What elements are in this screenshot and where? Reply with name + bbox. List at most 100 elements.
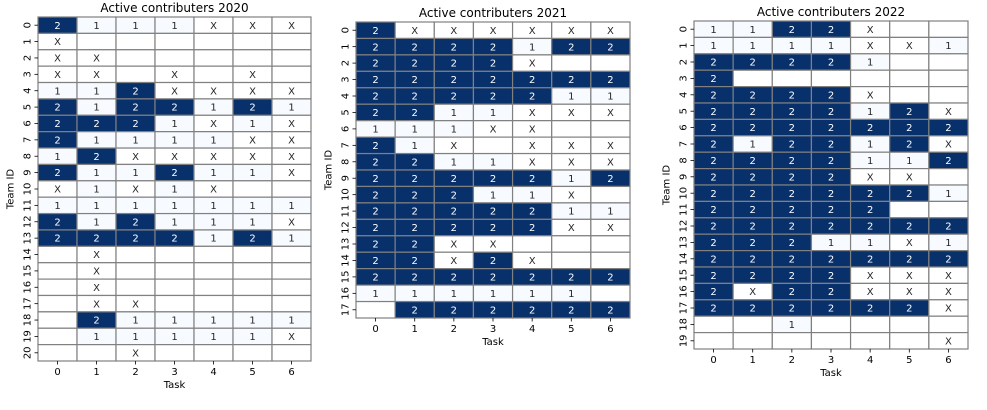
cell-label: 1 bbox=[132, 332, 138, 343]
heatmap-cell bbox=[193, 65, 234, 84]
cell-label: X bbox=[607, 108, 614, 119]
cell-label: 2 bbox=[750, 172, 756, 183]
cell-label: 2 bbox=[412, 305, 418, 316]
heatmap-cell bbox=[551, 120, 592, 138]
cell-label: 2 bbox=[607, 42, 613, 53]
cell-label: 2 bbox=[750, 90, 756, 101]
cell-label: 2 bbox=[710, 222, 716, 233]
x-tick-label: 0 bbox=[710, 355, 716, 366]
cell-label: 1 bbox=[210, 103, 216, 114]
cell-label: 2 bbox=[828, 287, 834, 298]
heatmap-cell bbox=[889, 20, 930, 38]
cell-label: 2 bbox=[750, 205, 756, 216]
cell-label: 1 bbox=[288, 201, 294, 212]
cell-label: X bbox=[210, 119, 217, 130]
cell-label: 2 bbox=[789, 238, 795, 249]
x-tick-label: 5 bbox=[906, 355, 912, 366]
cell-label: 2 bbox=[372, 75, 378, 86]
cell-label: X bbox=[906, 238, 913, 249]
cell-label: 2 bbox=[828, 271, 834, 282]
cell-label: X bbox=[93, 299, 100, 310]
heatmap-cell bbox=[889, 200, 930, 219]
y-tick-label: 8 bbox=[341, 159, 352, 165]
cell-label: 2 bbox=[412, 42, 418, 53]
cell-label: X bbox=[568, 190, 575, 201]
heatmap-cell bbox=[232, 344, 273, 362]
cell-label: X bbox=[945, 304, 952, 315]
cell-label: X bbox=[607, 141, 614, 152]
heatmap-cell bbox=[115, 32, 156, 51]
heatmap-cell bbox=[232, 278, 273, 297]
cell-label: 2 bbox=[867, 304, 873, 315]
cell-label: 2 bbox=[710, 189, 716, 200]
cell-label: 1 bbox=[750, 41, 756, 52]
cell-label: X bbox=[529, 26, 536, 37]
cell-label: 2 bbox=[372, 190, 378, 201]
y-tick-label: 14 bbox=[679, 252, 690, 265]
cell-label: X bbox=[288, 21, 295, 32]
y-tick-label: 16 bbox=[341, 287, 352, 300]
cell-label: 2 bbox=[412, 108, 418, 119]
cell-label: 1 bbox=[93, 21, 99, 32]
cell-label: 2 bbox=[945, 254, 951, 265]
heatmap-cell bbox=[115, 49, 156, 67]
cell-label: 2 bbox=[906, 107, 912, 118]
cell-label: 2 bbox=[906, 189, 912, 200]
heatmap-cell bbox=[37, 245, 78, 264]
y-tick-label: 19 bbox=[679, 334, 690, 347]
cell-label: X bbox=[249, 86, 256, 97]
cell-label: 2 bbox=[451, 92, 457, 103]
cell-label: 2 bbox=[789, 58, 795, 69]
cell-label: 1 bbox=[490, 289, 496, 300]
cell-label: X bbox=[54, 70, 61, 81]
heatmap-cell bbox=[232, 245, 273, 264]
cell-label: 1 bbox=[210, 217, 216, 228]
cell-label: 2 bbox=[828, 140, 834, 151]
cell-label: 2 bbox=[789, 140, 795, 151]
heatmap-cell bbox=[193, 32, 234, 51]
cell-label: 2 bbox=[867, 222, 873, 233]
heatmap-cell bbox=[928, 69, 969, 88]
cell-label: X bbox=[210, 185, 217, 196]
cell-label: 1 bbox=[568, 207, 574, 218]
cell-label: X bbox=[906, 172, 913, 183]
cell-label: 2 bbox=[529, 223, 535, 234]
heatmap-cell bbox=[889, 53, 930, 71]
cell-label: 2 bbox=[789, 107, 795, 118]
cell-label: 1 bbox=[93, 168, 99, 179]
cell-label: 1 bbox=[171, 201, 177, 212]
cell-label: 1 bbox=[249, 332, 255, 343]
y-tick-label: 7 bbox=[23, 137, 34, 143]
cell-label: 2 bbox=[372, 42, 378, 53]
y-tick-label: 6 bbox=[679, 124, 690, 130]
cell-label: 1 bbox=[54, 86, 60, 97]
cell-label: 2 bbox=[568, 305, 574, 316]
cell-label: 2 bbox=[710, 238, 716, 249]
y-tick-label: 13 bbox=[679, 236, 690, 249]
cell-label: 2 bbox=[789, 222, 795, 233]
heatmap-cell bbox=[928, 85, 969, 104]
cell-label: 2 bbox=[828, 254, 834, 265]
heatmap-cell bbox=[271, 49, 312, 67]
cell-label: 2 bbox=[490, 272, 496, 283]
y-tick-label: 11 bbox=[341, 205, 352, 218]
cell-label: 1 bbox=[249, 168, 255, 179]
cell-label: 2 bbox=[529, 305, 535, 316]
cell-label: 1 bbox=[210, 201, 216, 212]
cell-label: 2 bbox=[451, 272, 457, 283]
cell-label: 1 bbox=[607, 92, 613, 103]
cell-label: 2 bbox=[789, 254, 795, 265]
cell-label: X bbox=[945, 336, 952, 347]
y-tick-label: 1 bbox=[679, 42, 690, 48]
cell-label: 2 bbox=[607, 272, 613, 283]
cell-label: 1 bbox=[412, 289, 418, 300]
cell-label: 2 bbox=[372, 26, 378, 37]
cell-label: 1 bbox=[54, 152, 60, 163]
heatmap-cell bbox=[928, 53, 969, 71]
cell-label: X bbox=[132, 299, 139, 310]
heatmap-cell bbox=[115, 65, 156, 84]
cell-label: 2 bbox=[750, 238, 756, 249]
cell-label: 1 bbox=[93, 135, 99, 146]
heatmap-cell bbox=[810, 332, 852, 350]
